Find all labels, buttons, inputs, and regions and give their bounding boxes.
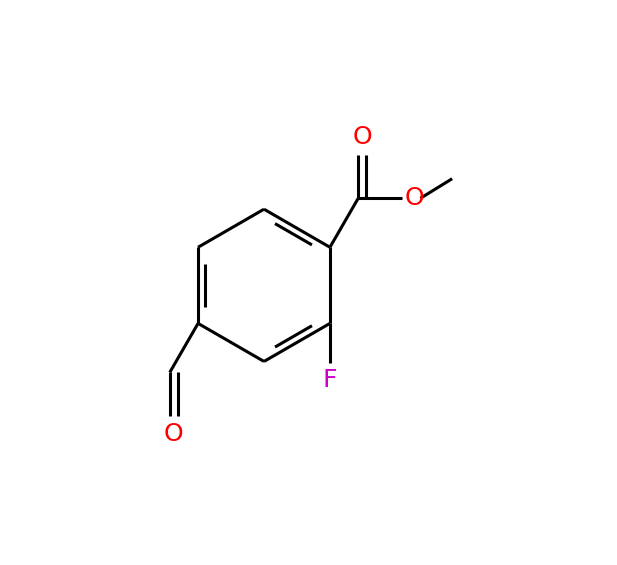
Text: O: O — [405, 186, 424, 210]
Text: O: O — [352, 124, 372, 149]
Text: F: F — [323, 368, 337, 392]
Text: O: O — [164, 422, 183, 446]
